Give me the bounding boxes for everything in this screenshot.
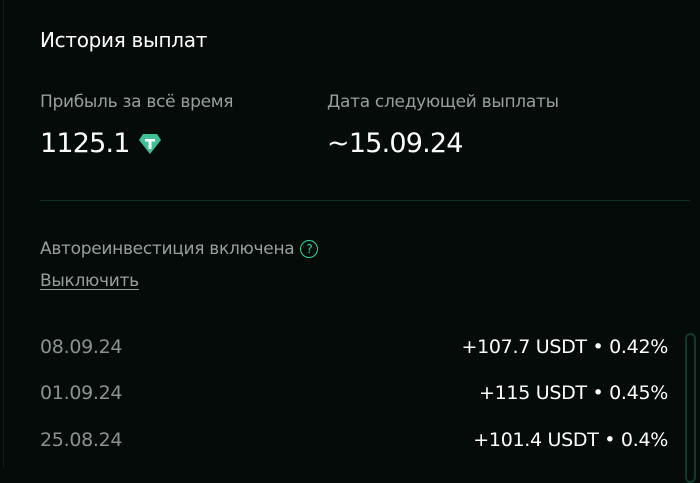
divider	[40, 200, 690, 201]
next-payout-value: ~15.09.24	[327, 128, 463, 159]
payout-amount: +101.4 USDT • 0.4%	[473, 429, 668, 451]
page-title: История выплат	[40, 28, 208, 52]
question-circle-icon[interactable]: ?	[300, 240, 319, 258]
disable-reinvest-link[interactable]: Выключить	[40, 271, 139, 291]
profit-value: 1125.1	[40, 128, 130, 159]
payout-amount: +107.7 USDT • 0.42%	[461, 336, 668, 358]
payout-date: 25.08.24	[40, 429, 123, 451]
payout-date: 01.09.24	[40, 382, 123, 404]
payout-amount: +115 USDT • 0.45%	[479, 382, 668, 404]
profit-value-group: 1125.1	[40, 128, 162, 159]
tether-icon	[138, 133, 161, 154]
profit-label: Прибыль за всё время	[40, 92, 234, 112]
reinvest-label: Автореинвестиция включена	[40, 239, 295, 259]
next-payout-label: Дата следующей выплаты	[327, 92, 559, 112]
payout-row: 25.08.24 +101.4 USDT • 0.4%	[40, 425, 668, 455]
panel-border	[3, 0, 4, 467]
payout-date: 08.09.24	[40, 336, 123, 358]
payout-row: 08.09.24 +107.7 USDT • 0.42%	[40, 332, 668, 362]
scrollbar[interactable]	[685, 333, 696, 483]
reinvest-status: Автореинвестиция включена ?	[40, 239, 319, 259]
payout-row: 01.09.24 +115 USDT • 0.45%	[40, 378, 668, 408]
